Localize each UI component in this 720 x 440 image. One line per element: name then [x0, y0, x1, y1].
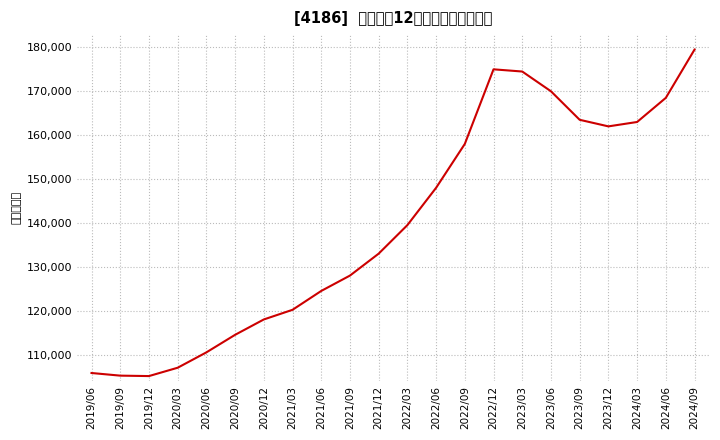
Title: [4186]  売上高の12か月移動合計の推移: [4186] 売上高の12か月移動合計の推移	[294, 11, 492, 26]
Y-axis label: （百万円）: （百万円）	[11, 191, 21, 224]
